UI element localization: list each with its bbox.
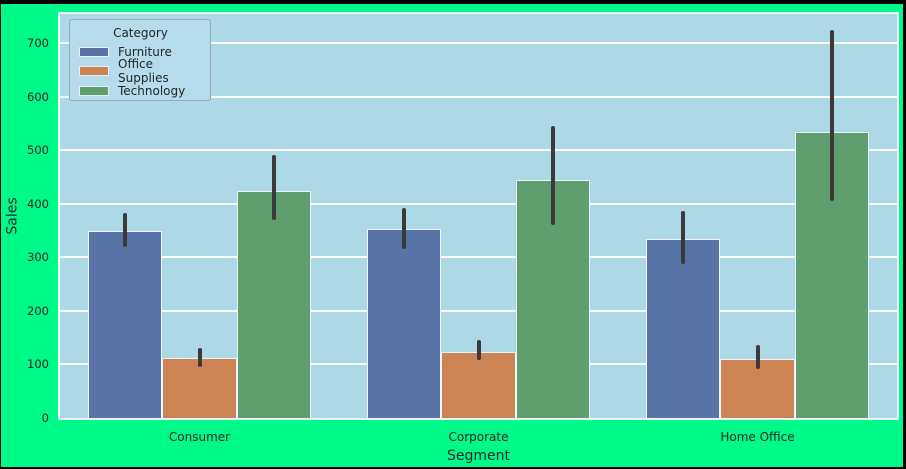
y-tick-label: 300 bbox=[27, 250, 49, 265]
x-tick-label-corporate: Corporate bbox=[448, 430, 509, 444]
legend-swatch-technology bbox=[79, 85, 109, 96]
error-bar bbox=[402, 208, 407, 250]
y-tick-label: 200 bbox=[27, 303, 49, 318]
gridline-y-200 bbox=[60, 309, 897, 312]
gridline-y-300 bbox=[60, 256, 897, 259]
x-axis-label: Segment bbox=[447, 448, 510, 464]
legend-item-office-supplies: Office Supplies bbox=[79, 57, 202, 85]
error-bar bbox=[550, 125, 555, 225]
legend: Category Furniture Office Supplies Techn… bbox=[69, 19, 211, 101]
figure: Sales Segment Category Furniture Office … bbox=[1, 4, 903, 467]
error-bar bbox=[681, 210, 686, 265]
y-tick-label: 600 bbox=[27, 89, 49, 104]
error-bar bbox=[197, 347, 202, 367]
legend-label-furniture: Furniture bbox=[118, 44, 172, 59]
bar-technology-consumer bbox=[236, 190, 312, 418]
bar-technology-home-office bbox=[794, 131, 870, 418]
y-tick-label: 700 bbox=[27, 36, 49, 51]
gridline-y-500 bbox=[60, 149, 897, 152]
legend-label-technology: Technology bbox=[118, 83, 186, 98]
bar-office-supplies-corporate bbox=[441, 352, 516, 418]
error-bar bbox=[476, 340, 481, 361]
bar-furniture-corporate bbox=[366, 229, 442, 418]
gridline-y-600 bbox=[60, 95, 897, 98]
bar-furniture-home-office bbox=[645, 238, 721, 418]
y-tick-label: 500 bbox=[27, 143, 49, 158]
error-bar bbox=[755, 344, 760, 369]
x-tick-label-consumer: Consumer bbox=[168, 430, 231, 444]
error-bar bbox=[829, 29, 834, 202]
y-tick-label: 0 bbox=[41, 411, 49, 425]
y-tick-label: 100 bbox=[27, 357, 49, 372]
legend-title: Category bbox=[113, 26, 168, 40]
legend-item-technology: Technology bbox=[79, 81, 202, 101]
y-tick-label: 400 bbox=[27, 196, 49, 211]
legend-swatch-furniture bbox=[79, 46, 109, 57]
legend-item-furniture: Furniture bbox=[79, 42, 202, 62]
x-tick-label-home-office: Home Office bbox=[720, 430, 795, 444]
legend-swatch-office-supplies bbox=[79, 66, 109, 77]
error-bar bbox=[271, 154, 276, 220]
plot-area bbox=[58, 12, 899, 420]
gridline-y-400 bbox=[60, 202, 897, 205]
bar-furniture-consumer bbox=[87, 230, 163, 418]
legend-label-office-supplies: Office Supplies bbox=[118, 57, 169, 86]
gridline-y-700 bbox=[60, 42, 897, 45]
error-bar bbox=[123, 213, 128, 247]
